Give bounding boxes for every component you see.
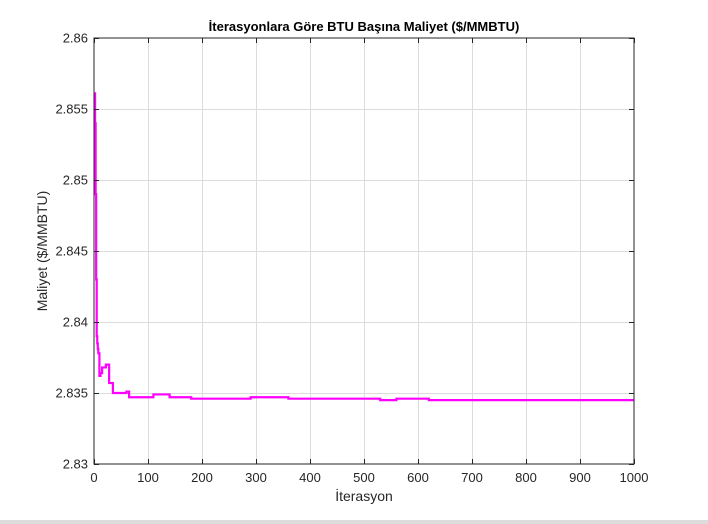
x-tick-label: 500: [353, 470, 375, 485]
x-tick-label: 600: [407, 470, 429, 485]
x-tick-label: 700: [461, 470, 483, 485]
x-tick-label: 0: [90, 470, 97, 485]
x-axis-label: İterasyon: [335, 487, 393, 504]
x-tick-label: 300: [245, 470, 267, 485]
y-tick-label: 2.845: [55, 244, 88, 259]
chart-title: İterasyonlara Göre BTU Başına Maliyet ($…: [209, 19, 520, 34]
series-line: [93, 92, 634, 402]
x-tick-label: 400: [299, 470, 321, 485]
x-tick-label: 800: [515, 470, 537, 485]
y-axis-label: Maliyet ($/MMBTU): [34, 191, 50, 312]
window-bottom-edge: [0, 520, 708, 524]
y-tick-labels: 2.83 2.835 2.84 2.845 2.85 2.855 2.86: [55, 31, 88, 472]
x-tick-label: 900: [569, 470, 591, 485]
tick-marks: [94, 38, 635, 465]
y-tick-label: 2.86: [63, 31, 88, 46]
x-tick-label: 100: [137, 470, 159, 485]
x-tick-label: 200: [191, 470, 213, 485]
x-tick-label: 1000: [620, 470, 649, 485]
x-tick-labels: 0 100 200 300 400 500 600 700 800 900 1000: [90, 470, 648, 485]
y-tick-label: 2.85: [63, 173, 88, 188]
y-tick-label: 2.83: [63, 457, 88, 472]
y-tick-label: 2.835: [55, 386, 88, 401]
y-tick-label: 2.855: [55, 102, 88, 117]
grid-lines: [94, 38, 634, 464]
y-tick-label: 2.84: [63, 315, 88, 330]
data-series: [93, 92, 634, 402]
